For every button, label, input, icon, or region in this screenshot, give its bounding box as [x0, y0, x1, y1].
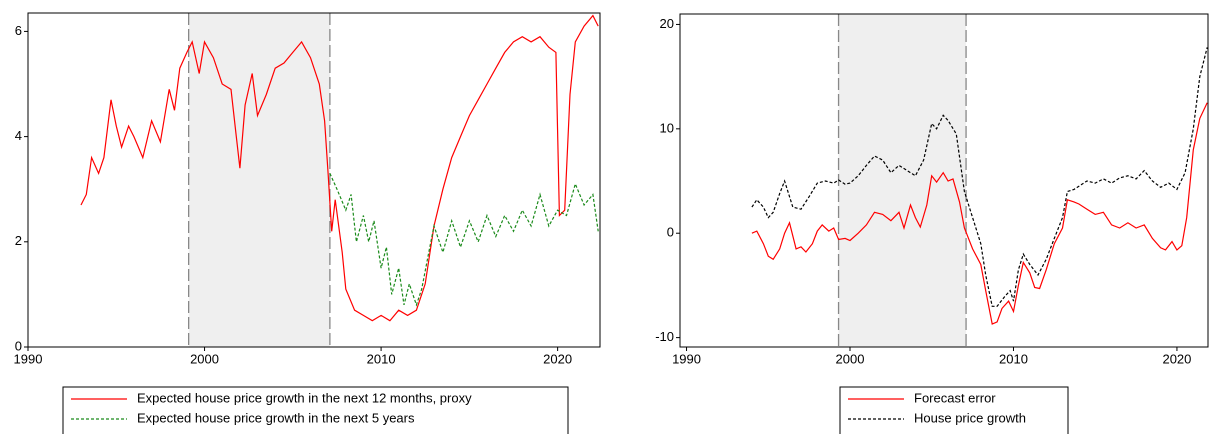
x-tick-label: 1990 [672, 351, 701, 366]
legend-label: Expected house price growth in the next … [137, 390, 472, 405]
y-tick-label: -10 [655, 329, 674, 344]
x-tick-label: 2010 [367, 351, 396, 366]
y-tick-label: 10 [660, 120, 674, 135]
x-tick-label: 2020 [1162, 351, 1191, 366]
x-tick-label: 2020 [543, 351, 572, 366]
shaded-region [188, 13, 330, 347]
shaded-region [838, 14, 967, 347]
series-line [751, 47, 1208, 307]
legend-box [839, 386, 1069, 434]
x-tick-label: 1990 [14, 351, 43, 366]
series-line [751, 102, 1208, 325]
y-tick-label: 4 [15, 128, 22, 143]
legend-label: House price growth [914, 410, 1026, 425]
y-tick-label: 0 [15, 338, 22, 353]
plot-frame [679, 13, 1209, 348]
y-tick-label: 6 [15, 23, 22, 38]
plot-frame [27, 12, 601, 348]
y-tick-label: 2 [15, 233, 22, 248]
x-tick-label: 2000 [190, 351, 219, 366]
legend-label: Expected house price growth in the next … [137, 410, 415, 425]
y-tick-label: 20 [660, 16, 674, 31]
x-tick-label: 2010 [999, 351, 1028, 366]
y-tick-label: 0 [667, 225, 674, 240]
series-line [80, 14, 599, 322]
legend-box [62, 386, 569, 434]
legend-label: Forecast error [914, 390, 996, 405]
series-line [329, 173, 599, 307]
x-tick-label: 2000 [836, 351, 865, 366]
